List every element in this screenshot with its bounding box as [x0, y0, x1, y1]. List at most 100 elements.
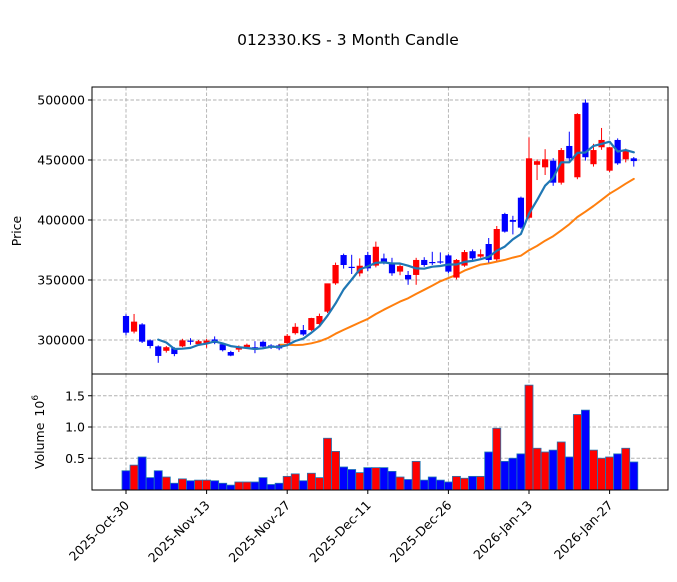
volume-bar	[306, 472, 316, 491]
candle-body	[509, 220, 516, 222]
volume-bar	[492, 427, 502, 491]
candle-body	[300, 330, 307, 335]
candle-body	[292, 326, 299, 334]
chart-title: 012330.KS - 3 Month Candle	[237, 31, 459, 49]
candle	[122, 314, 130, 336]
candle-body	[469, 251, 476, 259]
candle-body	[348, 266, 355, 268]
volume-bar	[202, 479, 212, 491]
candle-body	[493, 229, 500, 260]
volume-multiplier: 10	[32, 401, 47, 417]
candle-body	[203, 340, 210, 344]
volume-bar	[186, 480, 195, 491]
volume-y-axis: 0.5 1.0 1.5	[65, 388, 92, 466]
candle	[453, 259, 460, 280]
ma5-line	[157, 140, 635, 351]
volume-bar	[242, 481, 252, 491]
volume-tick-label: 1.5	[65, 388, 85, 403]
candle	[525, 137, 533, 220]
x-tick-label: 2025-Dec-11	[306, 498, 374, 566]
volume-bar	[387, 470, 397, 491]
x-tick-label: 2025-Nov-27	[226, 498, 294, 566]
candle-body	[453, 259, 460, 278]
candle	[509, 215, 516, 235]
candle	[477, 249, 484, 258]
volume-bar	[339, 466, 349, 491]
candle-body	[179, 340, 186, 347]
candle	[308, 317, 315, 331]
candle	[251, 341, 259, 354]
candle	[493, 226, 500, 261]
price-panel: 300000 350000 400000 450000 500000 Price	[9, 86, 669, 375]
volume-bars	[121, 384, 639, 491]
volume-bar	[516, 453, 526, 491]
candle	[533, 159, 541, 181]
volume-bar	[194, 479, 203, 491]
candle	[437, 252, 444, 264]
candle-body	[590, 150, 597, 165]
candle-body	[284, 335, 291, 343]
candle	[348, 254, 355, 274]
volume-bar	[153, 470, 163, 491]
volume-bar	[371, 467, 381, 491]
volume-bar	[419, 479, 429, 491]
volume-bar	[315, 477, 324, 491]
volume-bar	[137, 456, 147, 491]
volume-bar	[178, 478, 187, 491]
price-y-axis: 300000 350000 400000 450000 500000	[37, 93, 92, 348]
candle-body	[147, 340, 154, 346]
candle-body	[163, 347, 170, 351]
volume-bar	[145, 477, 155, 491]
candle	[485, 238, 492, 263]
candle-body	[243, 344, 250, 348]
volume-bar	[218, 482, 228, 491]
candle	[388, 257, 396, 276]
candle	[179, 338, 186, 348]
volume-bar	[323, 437, 332, 491]
volume-axis-label: Volume 106	[31, 395, 47, 469]
candle-body	[130, 321, 138, 332]
candle-body	[558, 150, 565, 183]
volume-bar	[379, 467, 389, 491]
candle	[187, 338, 194, 345]
candle	[316, 313, 323, 325]
volume-bar	[282, 475, 292, 491]
price-panel-frame	[91, 86, 669, 375]
candle-body	[437, 261, 444, 263]
candle-body	[533, 161, 541, 165]
candle	[332, 262, 339, 285]
candle-body	[574, 114, 581, 178]
volume-bar	[363, 467, 373, 491]
volume-bar	[169, 482, 179, 491]
candle-body	[566, 145, 573, 159]
volume-bar	[121, 470, 131, 491]
x-axis: 2025-Oct-30 2025-Nov-13 2025-Nov-27 2025-De…	[66, 490, 616, 565]
price-axis-label: Price	[9, 215, 24, 246]
volume-exponent: 6	[31, 395, 41, 401]
price-tick-label: 450000	[37, 153, 85, 168]
candle	[630, 157, 637, 167]
candle-body	[396, 266, 404, 272]
candle	[469, 249, 476, 261]
candle-body	[195, 341, 202, 345]
price-tick-label: 300000	[37, 333, 85, 348]
candle-body	[542, 159, 549, 168]
price-grid	[92, 87, 668, 374]
candle	[429, 251, 436, 265]
candle-body	[405, 274, 412, 280]
volume-bar	[548, 449, 558, 491]
candle-body	[421, 259, 428, 265]
volume-bar	[484, 451, 494, 491]
volume-bar	[226, 484, 236, 491]
candle-body	[461, 252, 468, 266]
volume-bar	[621, 447, 631, 491]
volume-bar	[427, 476, 437, 491]
volume-bar	[258, 477, 268, 491]
candle-body	[372, 246, 379, 266]
volume-label-text: Volume	[32, 422, 47, 469]
candle-body	[485, 244, 492, 260]
volume-bar	[468, 475, 477, 491]
price-tick-label: 400000	[37, 213, 85, 228]
